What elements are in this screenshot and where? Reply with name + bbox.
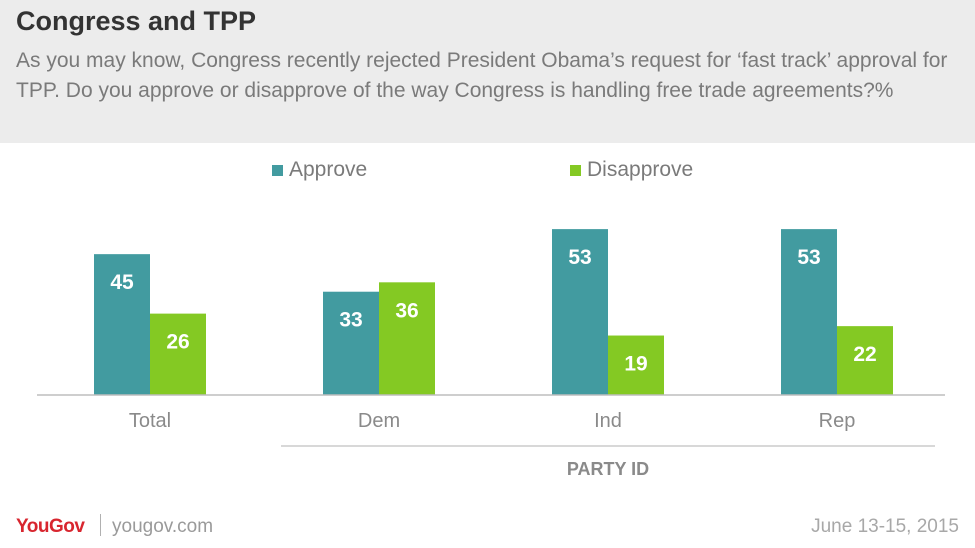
bar-disapprove-total — [150, 313, 206, 395]
category-label-total: Total — [129, 410, 171, 432]
category-label-dem: Dem — [358, 410, 400, 432]
party-id-label: PARTY ID — [567, 459, 649, 479]
bar-disapprove-rep — [837, 326, 893, 395]
data-label-disapprove-ind: 19 — [624, 353, 647, 376]
data-label-approve-rep: 53 — [797, 246, 820, 269]
chart-subtitle: As you may know, Congress recently rejec… — [16, 49, 948, 102]
data-label-disapprove-dem: 36 — [395, 299, 418, 322]
chart-title: Congress and TPP — [16, 6, 257, 36]
data-label-disapprove-total: 26 — [166, 331, 189, 354]
bar-disapprove-ind — [608, 335, 664, 395]
legend-item-disapprove: Disapprove — [570, 158, 693, 182]
footer-site[interactable]: yougov.com — [112, 516, 214, 537]
legend-label-approve: Approve — [289, 158, 368, 181]
legend: Approve Disapprove — [0, 158, 975, 184]
yougov-logo: YouGov — [16, 516, 85, 537]
legend-swatch-approve — [272, 164, 283, 176]
bar-approve-dem — [323, 291, 379, 395]
legend-swatch-disapprove — [570, 164, 581, 176]
category-label-ind: Ind — [594, 410, 622, 432]
data-label-approve-ind: 53 — [568, 246, 591, 269]
data-label-approve-total: 45 — [110, 271, 134, 294]
category-label-rep: Rep — [819, 410, 856, 432]
footer-divider — [100, 514, 101, 536]
legend-label-disapprove: Disapprove — [587, 158, 694, 181]
data-label-disapprove-rep: 22 — [853, 343, 876, 366]
bar-disapprove-dem — [379, 282, 435, 395]
bar-approve-ind — [552, 229, 608, 395]
data-label-approve-dem: 33 — [339, 309, 362, 332]
bar-approve-total — [94, 254, 150, 395]
header-banner: Congress and TPP As you may know, Congre… — [0, 0, 975, 143]
legend-item-approve: Approve — [272, 158, 367, 182]
bar-approve-rep — [781, 229, 837, 395]
footer-date: June 13-15, 2015 — [811, 516, 959, 537]
